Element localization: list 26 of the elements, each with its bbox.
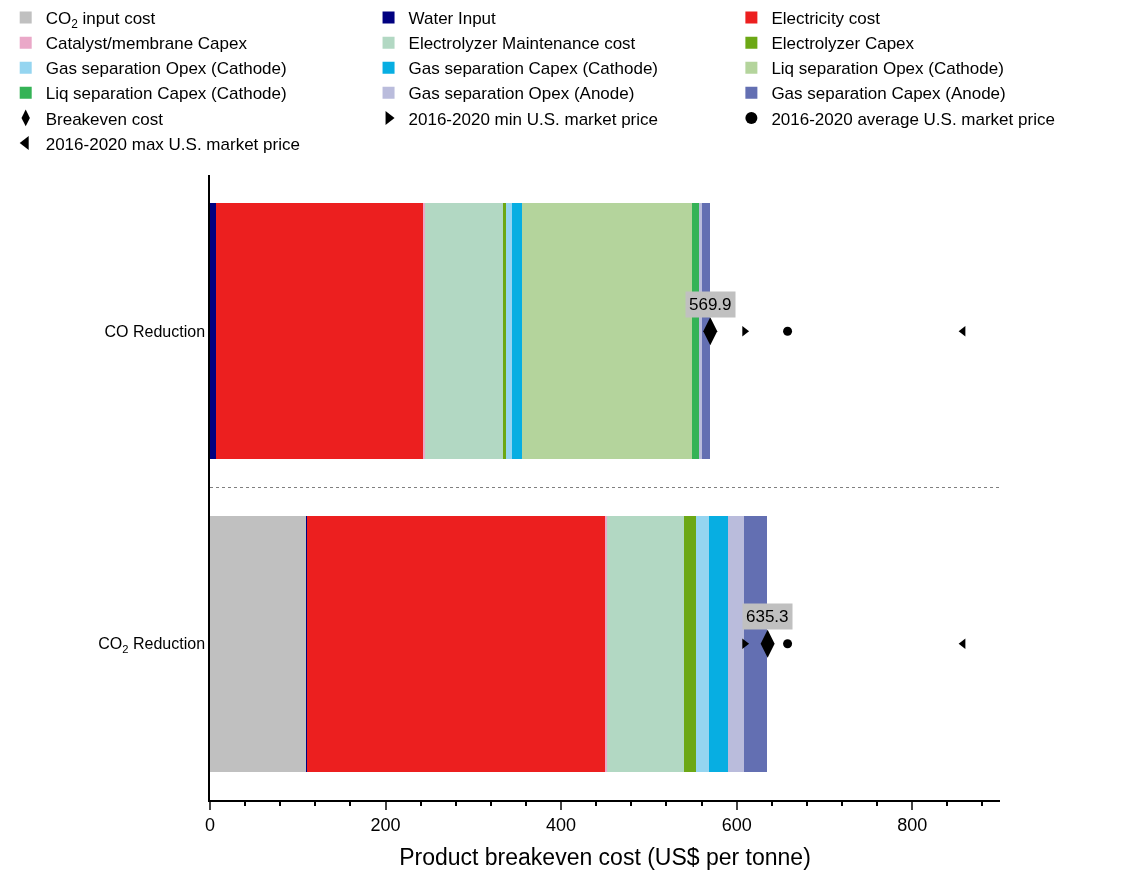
legend-label: Gas separation Opex (Anode) — [408, 84, 635, 104]
y-tick-label: CO Reduction — [104, 322, 206, 340]
legend-label: Liq separation Capex (Cathode) — [45, 84, 287, 104]
legend-label: Gas separation Capex (Anode) — [771, 84, 1006, 104]
y-tick-label: CO$_{2}$ Reduction — [98, 635, 206, 655]
legend-label: Electrolyzer Maintenance cost — [408, 34, 636, 54]
x-tick-label: 0 — [204, 815, 216, 836]
x-tick-label: 600 — [721, 815, 752, 836]
legend-label: 2016-2020 max U.S. market price — [45, 134, 300, 154]
x-tick-label: 400 — [546, 815, 577, 836]
legend-label: 2016-2020 average U.S. market price — [771, 109, 1055, 129]
x-tick-label: 200 — [370, 815, 401, 836]
x-tick-label: 800 — [897, 815, 928, 836]
legend-label: Electricity cost — [771, 9, 881, 29]
legend-label: 2016-2020 min U.S. market price — [408, 109, 658, 129]
legend-label: Liq separation Opex (Cathode) — [771, 59, 1004, 79]
legend-label: Catalyst/membrane Capex — [45, 34, 248, 54]
data-label: 569.9 — [689, 295, 732, 314]
legend-label: Gas separation Opex (Cathode) — [45, 59, 287, 79]
legend-label: CO$_{2}$ input cost — [45, 9, 156, 31]
legend-label: Breakeven cost — [45, 109, 164, 129]
legend-label: Electrolyzer Capex — [771, 34, 915, 54]
legend-label: Water Input — [408, 9, 497, 29]
data-label: 635.3 — [746, 607, 789, 626]
x-axis-title: Product breakeven cost (US$ per tonne) — [399, 844, 811, 871]
legend-label: Gas separation Capex (Cathode) — [408, 59, 659, 79]
